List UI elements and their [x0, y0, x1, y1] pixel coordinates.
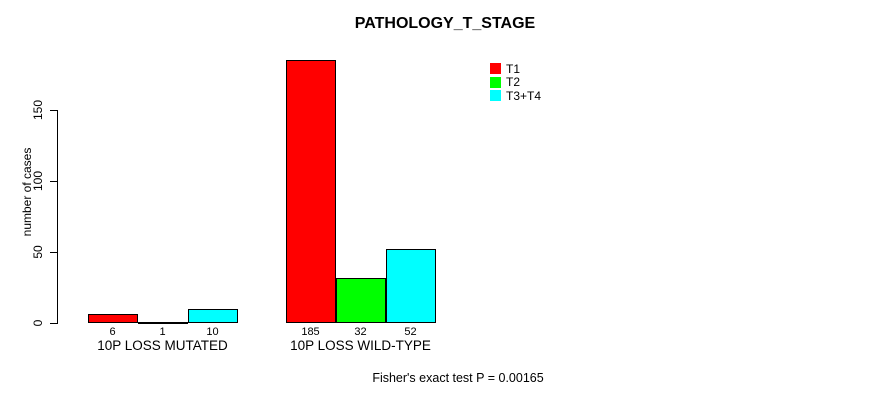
legend-item-t1: T1: [490, 62, 541, 76]
bar-t1-10p-loss-mutated: [87, 314, 138, 323]
bar-value-label: 1: [159, 326, 166, 338]
bar-value-label: 52: [404, 326, 417, 338]
y-tick-label: 150: [31, 99, 45, 121]
bar-value-label: 185: [301, 326, 320, 338]
y-tick-mark: [50, 180, 58, 182]
y-tick-label: 50: [31, 245, 45, 259]
bar-value-label: 6: [109, 326, 116, 338]
bar-value-label: 32: [354, 326, 367, 338]
legend-swatch-t3-t4: [490, 90, 501, 102]
bar-t2-10p-loss-mutated: [137, 321, 188, 324]
legend: T1 T2 T3+T4: [490, 62, 541, 103]
legend-item-t2: T2: [490, 76, 541, 90]
y-tick-mark: [50, 109, 58, 111]
chart-title: PATHOLOGY_T_STAGE: [354, 15, 536, 32]
y-axis-line: [57, 110, 58, 323]
y-tick-label: 100: [31, 170, 45, 192]
y-tick-label: 0: [31, 319, 45, 327]
bar-t2-10p-loss-wild-type: [335, 277, 386, 323]
legend-label: T1: [506, 61, 521, 76]
bar-t3-t4-10p-loss-mutated: [187, 308, 238, 323]
bar-t1-10p-loss-wild-type: [285, 60, 336, 323]
legend-label: T3+T4: [506, 88, 542, 103]
x-category-label: 10P LOSS MUTATED: [97, 338, 228, 353]
bar-t3-t4-10p-loss-wild-type: [385, 249, 436, 323]
y-tick-mark: [50, 251, 58, 253]
legend-swatch-t1: [490, 63, 501, 75]
y-tick-mark: [50, 322, 58, 324]
stat-annotation: Fisher's exact test P = 0.00165: [372, 371, 544, 385]
bar-value-label: 10: [206, 326, 219, 338]
x-category-label: 10P LOSS WILD-TYPE: [290, 338, 431, 353]
legend-label: T2: [506, 75, 521, 90]
y-axis-label: number of cases: [20, 147, 34, 237]
legend-swatch-t2: [490, 76, 501, 88]
legend-item-t3-t4: T3+T4: [490, 89, 541, 103]
